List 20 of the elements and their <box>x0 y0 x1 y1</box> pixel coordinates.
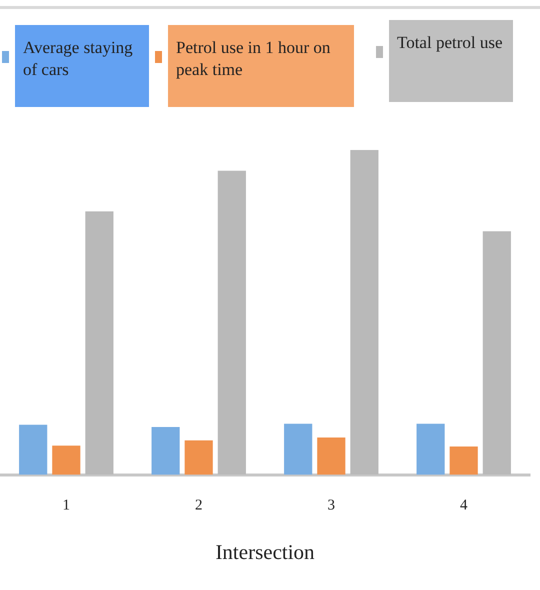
bar <box>317 437 346 475</box>
x-axis-title: Intersection <box>215 540 316 564</box>
bar <box>19 424 48 475</box>
x-tick-label: 2 <box>195 498 202 514</box>
x-tick-label: 1 <box>62 498 70 514</box>
bar <box>450 446 478 475</box>
bar <box>52 446 80 475</box>
bar <box>284 424 312 475</box>
bar <box>152 427 180 475</box>
bar <box>416 424 445 475</box>
bar <box>218 170 246 475</box>
x-tick-label: 3 <box>328 498 335 514</box>
bar <box>85 211 114 475</box>
bar <box>184 440 213 475</box>
legend-label: Petrol use in 1 hour on peak time <box>168 25 354 107</box>
bar <box>350 150 378 475</box>
legend-label: Total petrol use <box>389 20 513 102</box>
legend-label: Average staying of cars <box>15 25 149 107</box>
bar <box>482 231 511 475</box>
x-tick-label: 4 <box>460 498 468 514</box>
